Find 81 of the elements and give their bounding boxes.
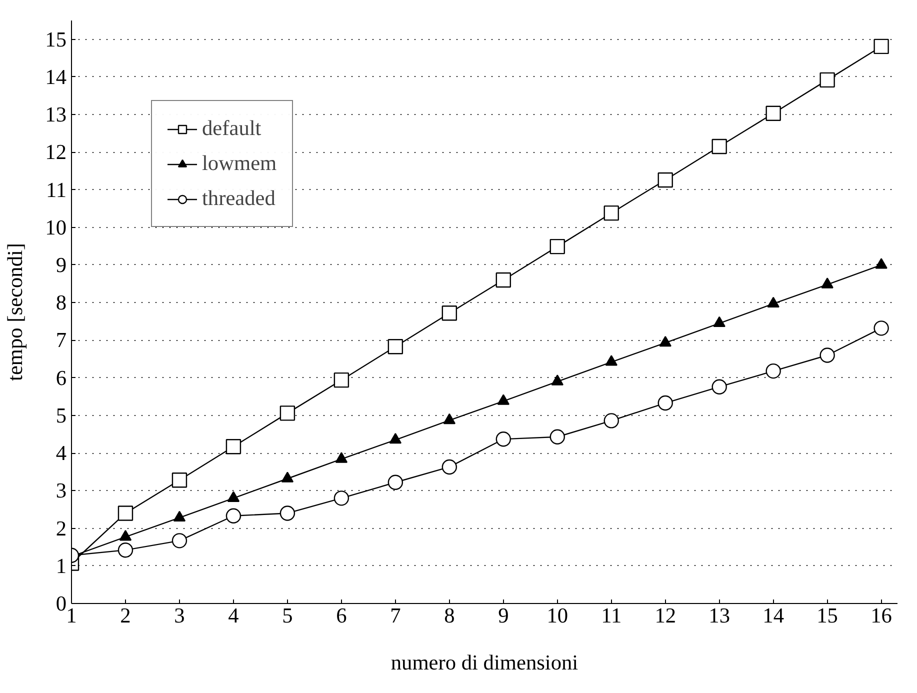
legend-label: lowmem: [202, 151, 277, 176]
x-tick-label: 8: [444, 604, 455, 628]
point: [712, 138, 727, 154]
point: [442, 459, 458, 475]
point: [820, 72, 835, 88]
x-tick-label: 14: [762, 604, 784, 628]
x-tick-label: 2: [120, 604, 131, 628]
point: [874, 38, 889, 54]
y-tick-label: 13: [45, 102, 66, 127]
point: [497, 394, 510, 405]
y-tick-label: 9: [56, 252, 67, 277]
x-tick-label: 10: [546, 604, 568, 628]
point: [550, 429, 565, 444]
point: [334, 490, 350, 506]
x-tick-label: 7: [390, 604, 402, 628]
point: [389, 432, 402, 444]
point: [227, 491, 240, 502]
y-axis-title: tempo [secondi]: [3, 243, 28, 381]
x-tick-label: 11: [601, 604, 622, 628]
point: [443, 413, 456, 424]
y-tick-label: 4: [56, 441, 67, 466]
y-tick-label: 0: [56, 592, 67, 616]
y-tick-label: 15: [45, 27, 66, 52]
point: [821, 278, 834, 288]
point: [496, 272, 511, 288]
y-tick-label: 12: [45, 140, 66, 164]
point: [604, 205, 619, 221]
point: [119, 530, 132, 541]
point: [875, 258, 888, 269]
x-tick-label: 4: [228, 604, 240, 628]
y-tick-label: 2: [56, 516, 67, 540]
point: [388, 339, 404, 354]
y-tick-label: 11: [46, 178, 67, 202]
x-tick-label: 15: [816, 604, 838, 628]
point: [280, 406, 296, 421]
point: [388, 474, 404, 490]
y-tick-label: 10: [45, 215, 66, 240]
point: [335, 452, 348, 463]
point: [766, 363, 781, 379]
point: [767, 296, 780, 308]
y-tick-label: 1: [56, 554, 67, 578]
point: [442, 306, 458, 321]
point: [766, 106, 781, 122]
x-tick-label: 13: [708, 604, 730, 628]
y-tick-label: 6: [56, 366, 67, 390]
y-tick-label: 8: [56, 290, 67, 315]
point: [172, 533, 188, 548]
y-tick-label: 7: [56, 328, 67, 352]
x-tick-label: 6: [336, 604, 348, 628]
point: [280, 506, 296, 521]
x-tick-label: 5: [282, 604, 293, 628]
y-tick-label: 5: [56, 403, 67, 428]
point: [281, 472, 294, 482]
legend-label: threaded: [202, 186, 276, 211]
x-tick-label: 12: [654, 604, 676, 628]
point: [659, 336, 672, 347]
point: [550, 238, 565, 254]
point: [173, 510, 186, 522]
x-tick-label: 16: [870, 604, 892, 628]
point: [496, 432, 511, 447]
point: [605, 355, 618, 366]
point: [658, 172, 673, 188]
point: [658, 395, 673, 411]
point: [118, 506, 134, 521]
y-tick-label: 3: [56, 478, 67, 503]
point: [334, 372, 350, 388]
point: [172, 472, 188, 488]
point: [604, 413, 619, 428]
point: [551, 374, 564, 386]
x-axis-title: numero di dimensioni: [390, 650, 578, 674]
point: [713, 316, 726, 328]
y-tick-label: 14: [45, 64, 67, 89]
point: [226, 508, 242, 524]
point: [118, 542, 134, 558]
point: [226, 439, 242, 454]
x-tick-label: 3: [174, 604, 185, 628]
point: [820, 348, 835, 363]
point: [712, 379, 727, 394]
x-tick-label: 9: [498, 604, 509, 628]
point: [874, 320, 889, 336]
legend-label: default: [202, 116, 262, 141]
